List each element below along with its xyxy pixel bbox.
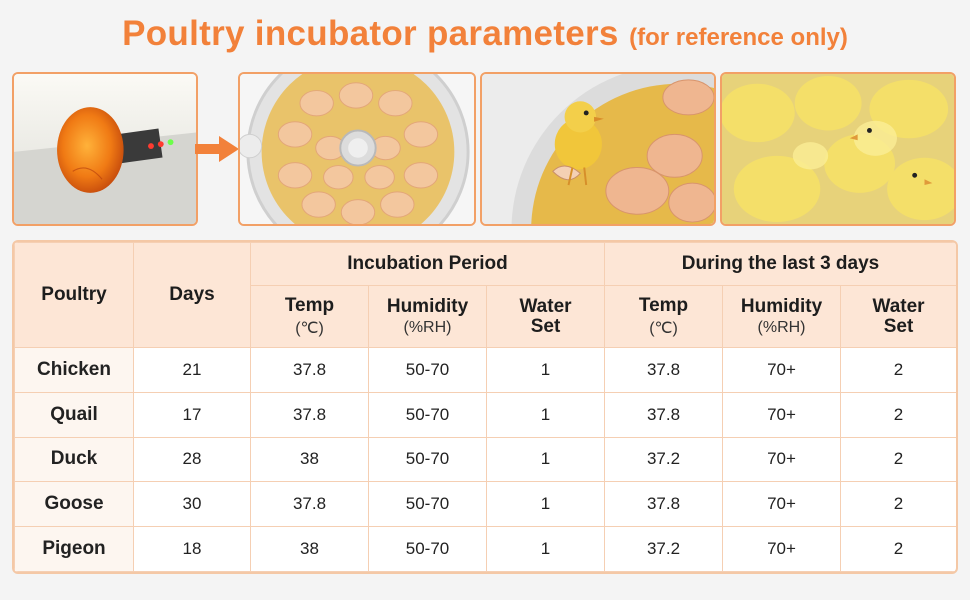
cell-days: 30 (133, 481, 251, 528)
header-humidity: Humidity (%RH) (368, 285, 487, 348)
header-humidity-last: Humidity (%RH) (722, 285, 842, 348)
cell-water-last: 2 (840, 391, 956, 438)
header-water-label: Water (519, 295, 572, 317)
cell-temp-last: 37.2 (604, 436, 724, 483)
header-water-label: Water (872, 295, 925, 317)
header-days: Days (133, 242, 251, 348)
cell-water-last: 2 (840, 526, 956, 572)
cell-humidity-last: 70+ (722, 436, 842, 483)
cell-temp: 38 (250, 526, 369, 572)
cell-temp-last: 37.2 (604, 526, 724, 572)
cell-humidity: 50-70 (368, 347, 487, 393)
cell-water-last: 2 (840, 481, 956, 528)
cell-poultry: Goose (14, 481, 134, 528)
cell-humidity-last: 70+ (722, 481, 842, 528)
header-water-set: Set (883, 315, 914, 337)
header-water-last: Water Set (840, 285, 956, 348)
cell-water: 1 (485, 481, 606, 528)
table-row: Goose 30 37.8 50-70 1 37.8 70+ 2 (14, 481, 956, 528)
header-water-set: Set (530, 315, 561, 337)
cell-humidity: 50-70 (368, 436, 487, 483)
table-row: Duck 28 38 50-70 1 37.2 70+ 2 (14, 436, 956, 483)
cell-water: 1 (485, 526, 606, 572)
egg-tray-photo (238, 72, 476, 226)
candled-egg-photo (12, 72, 198, 226)
cell-poultry: Duck (14, 436, 134, 483)
cell-water-last: 2 (840, 347, 956, 393)
page-title: Poultry incubator parameters (for refere… (0, 14, 970, 54)
cell-water: 1 (485, 436, 606, 483)
arrow-right-icon (195, 136, 239, 162)
cell-poultry: Pigeon (14, 526, 134, 572)
cell-temp: 37.8 (250, 391, 369, 438)
hatching-chick-photo (480, 72, 716, 226)
cell-humidity: 50-70 (368, 526, 487, 572)
cell-temp: 38 (250, 436, 369, 483)
cell-water: 1 (485, 347, 606, 393)
cell-humidity-last: 70+ (722, 347, 842, 393)
table-row: Quail 17 37.8 50-70 1 37.8 70+ 2 (14, 391, 956, 438)
header-temp: Temp (℃) (250, 285, 369, 348)
cell-days: 21 (133, 347, 251, 393)
header-humidity-label: Humidity (740, 296, 823, 317)
cell-poultry: Quail (14, 391, 134, 438)
cell-temp-last: 37.8 (604, 481, 724, 528)
header-incubation-period: Incubation Period (249, 242, 606, 286)
cell-humidity-last: 70+ (722, 526, 842, 572)
cell-temp: 37.8 (250, 481, 369, 528)
title-main: Poultry incubator parameters (122, 14, 619, 53)
chicks-group-photo (720, 72, 956, 226)
cell-temp: 37.8 (250, 347, 369, 393)
header-last-3-days: During the last 3 days (604, 242, 956, 286)
header-humidity-unit: (%RH) (403, 319, 452, 336)
header-water: Water Set (485, 285, 606, 348)
header-temp-label: Temp (284, 295, 335, 316)
header-temp-last: Temp (℃) (604, 285, 724, 348)
table-row: Chicken 21 37.8 50-70 1 37.8 70+ 2 (14, 347, 956, 393)
cell-temp-last: 37.8 (604, 347, 724, 393)
cell-water: 1 (485, 391, 606, 438)
header-humidity-unit: (%RH) (757, 319, 806, 336)
cell-days: 28 (133, 436, 251, 483)
parameters-table: Poultry Days Incubation Period During th… (12, 240, 958, 574)
header-temp-unit: (℃) (295, 320, 324, 337)
title-subtitle: (for reference only) (629, 24, 848, 51)
cell-poultry: Chicken (14, 347, 134, 393)
table-row: Pigeon 18 38 50-70 1 37.2 70+ 2 (14, 526, 956, 572)
cell-water-last: 2 (840, 436, 956, 483)
cell-humidity: 50-70 (368, 391, 487, 438)
cell-days: 18 (133, 526, 251, 572)
cell-humidity: 50-70 (368, 481, 487, 528)
cell-humidity-last: 70+ (722, 391, 842, 438)
header-poultry: Poultry (14, 242, 134, 348)
header-temp-unit: (℃) (649, 320, 678, 337)
cell-days: 17 (133, 391, 251, 438)
header-temp-label: Temp (638, 295, 689, 316)
cell-temp-last: 37.8 (604, 391, 724, 438)
header-humidity-label: Humidity (386, 296, 469, 317)
